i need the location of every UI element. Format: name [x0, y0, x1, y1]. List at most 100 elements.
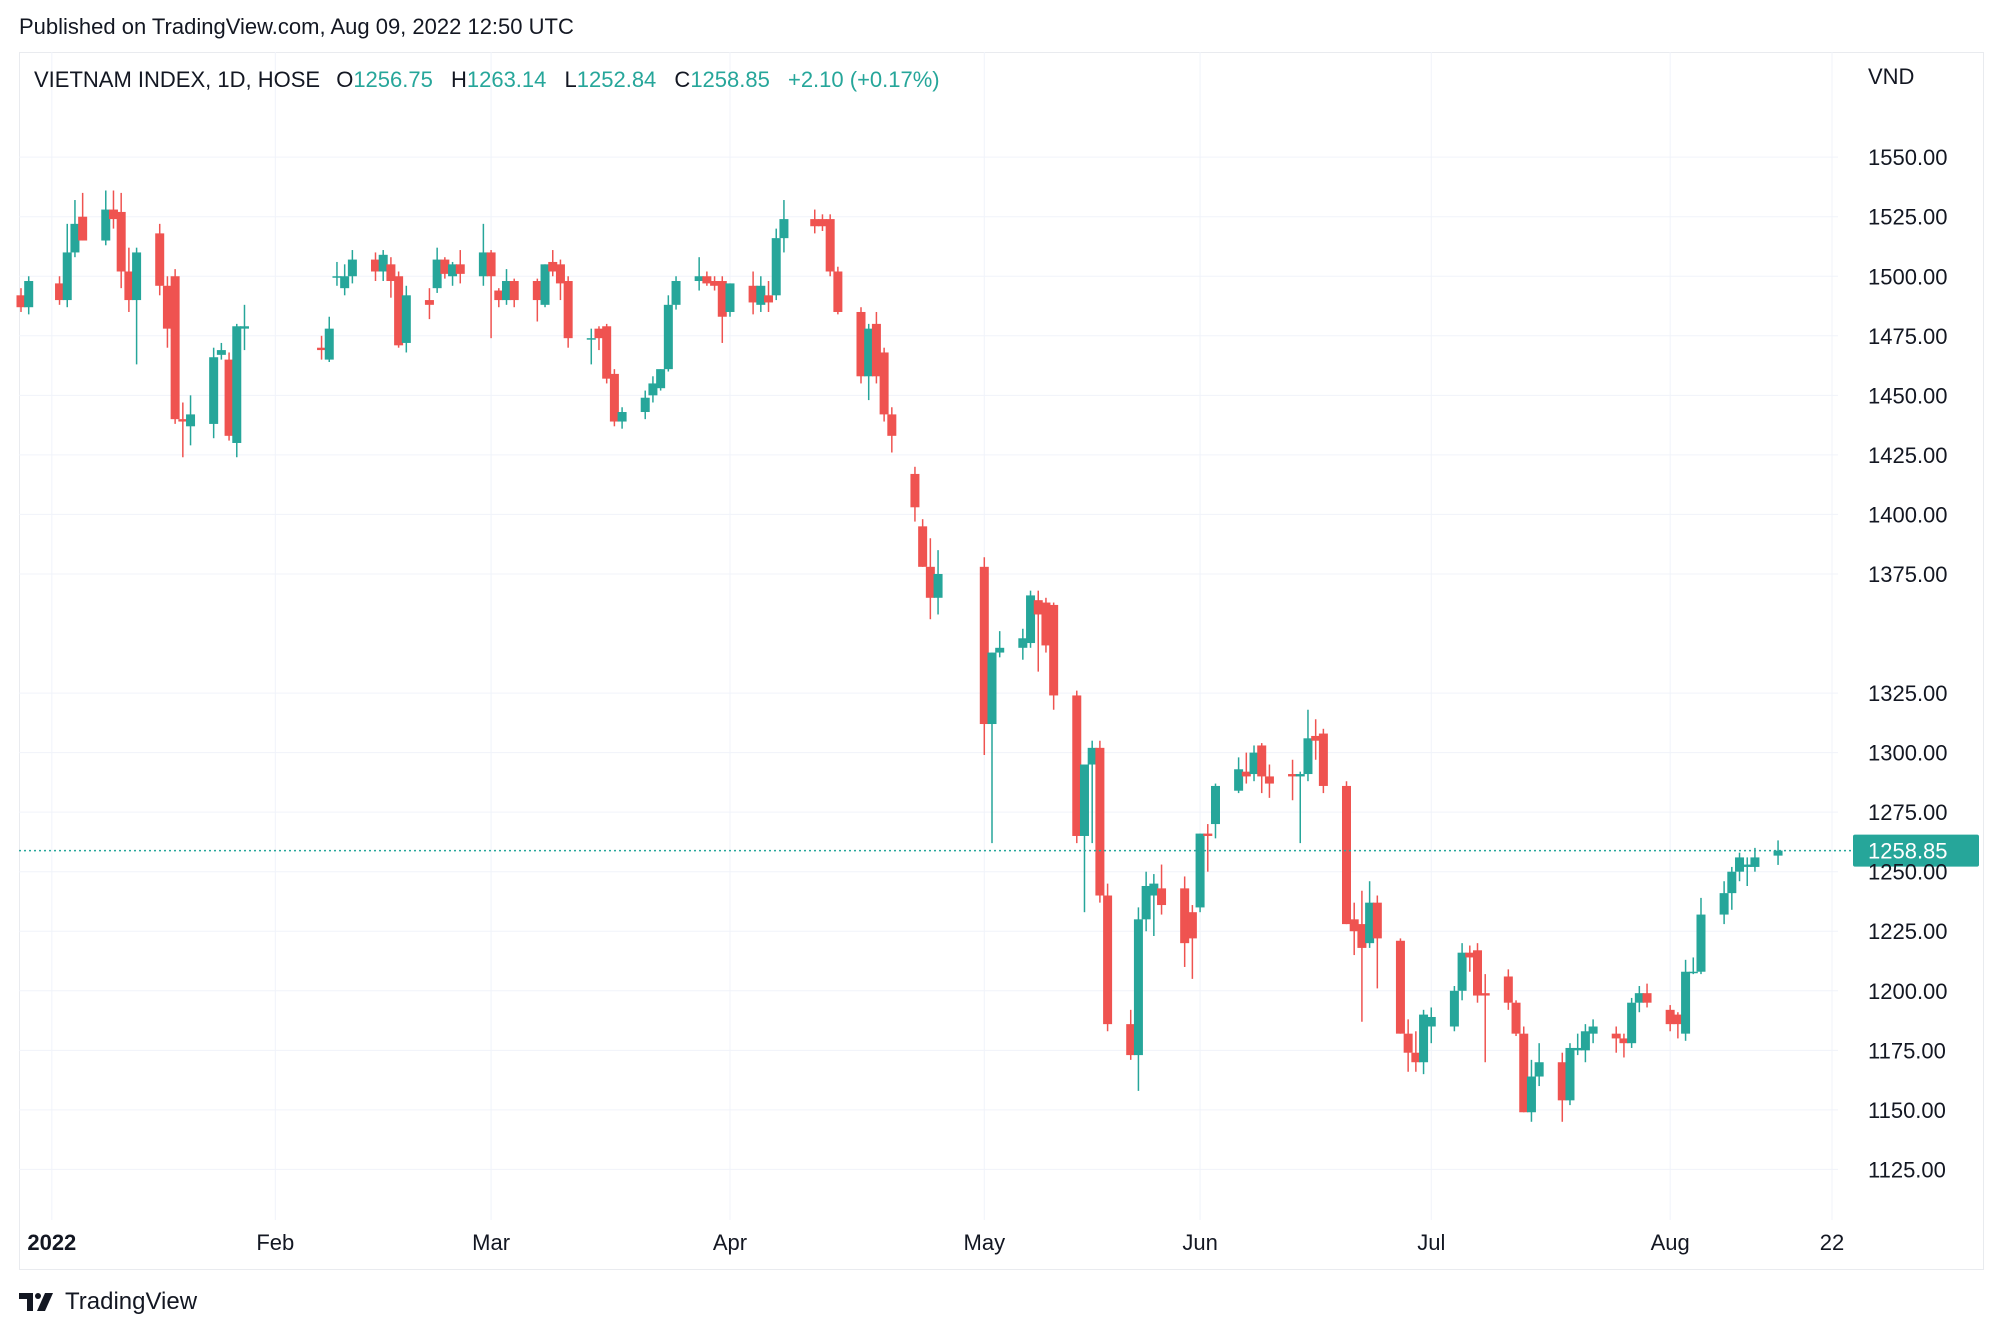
candle-body: [594, 328, 604, 339]
candle-body: [810, 219, 820, 227]
candle-body: [1696, 914, 1706, 972]
candle-body: [1095, 747, 1105, 896]
candle-body: [710, 281, 720, 286]
candle-body: [1503, 976, 1513, 1003]
candle-body: [108, 209, 118, 220]
candle-body: [1234, 769, 1244, 791]
candle-body: [332, 276, 342, 278]
price-tick-label: 1425.00: [1868, 443, 1948, 468]
candle-body: [532, 281, 542, 301]
candle-body: [748, 285, 758, 303]
candle-body: [1365, 902, 1375, 944]
candle-body: [1634, 993, 1644, 1003]
candle-body: [1465, 952, 1475, 958]
candle-body: [1195, 833, 1205, 908]
candle-body: [448, 264, 458, 277]
candle-body: [1526, 1076, 1536, 1113]
candle-body: [370, 259, 380, 272]
candle-body: [1149, 883, 1159, 896]
candle-body: [78, 216, 88, 241]
candle-body: [995, 647, 1005, 653]
candle-body: [386, 264, 396, 282]
candle-body: [1473, 950, 1483, 996]
candle-body: [918, 526, 928, 567]
candle-body: [1750, 857, 1760, 867]
candle-body: [1026, 595, 1036, 644]
candle-body: [224, 359, 234, 436]
price-axis: 1125.00 1150.00 1175.00 1200.00 1225.00 1250.…: [1868, 64, 1948, 1182]
candle-body: [70, 223, 80, 253]
candle-body: [455, 264, 465, 274]
candle-body: [1341, 785, 1351, 925]
candle-body: [586, 338, 596, 340]
candle-body: [925, 566, 935, 598]
time-tick-label: Jun: [1182, 1230, 1217, 1255]
candle-body: [663, 304, 673, 370]
candle-body: [509, 281, 519, 301]
candle-body: [1180, 888, 1190, 944]
price-tick-label: 1400.00: [1868, 502, 1948, 527]
candle-body: [1372, 902, 1382, 939]
candle-body: [1411, 1052, 1421, 1063]
candle-body: [1665, 1009, 1675, 1025]
candle-body: [979, 566, 989, 725]
candle-body: [1588, 1026, 1598, 1034]
candle-body: [933, 573, 943, 598]
candle-body: [1249, 752, 1259, 775]
low-value: 1252.84: [576, 67, 657, 92]
candle-body: [725, 283, 735, 312]
candle-body: [486, 252, 496, 277]
candle-body: [1419, 1014, 1429, 1063]
tradingview-logo-icon[interactable]: [19, 1291, 57, 1313]
candle-body: [656, 369, 666, 389]
price-tick-label: 1225.00: [1868, 919, 1948, 944]
candle-body: [155, 233, 165, 286]
candle-body: [55, 283, 65, 301]
candle-body: [756, 285, 766, 305]
candle-body: [186, 414, 196, 427]
candle-body: [817, 219, 827, 227]
price-tick-label: 1325.00: [1868, 681, 1948, 706]
candle-body: [871, 323, 881, 377]
candle-body: [764, 295, 774, 303]
candle-body: [340, 276, 350, 289]
low-label: L: [564, 67, 577, 92]
candle-body: [563, 281, 573, 339]
candle-body: [170, 276, 180, 420]
candle-body: [702, 276, 712, 284]
candle-body: [1642, 993, 1652, 1003]
candle-body: [548, 261, 558, 272]
candle-body: [178, 419, 188, 422]
price-tick-label: 1300.00: [1868, 741, 1948, 766]
tradingview-brand[interactable]: TradingView: [65, 1288, 198, 1315]
candle-body: [1079, 764, 1089, 836]
candle-body: [1126, 1024, 1136, 1056]
candle-body: [1480, 993, 1490, 996]
candle-body: [1565, 1047, 1575, 1101]
candle-body: [640, 397, 650, 413]
candle-body: [239, 326, 249, 329]
candle-body: [1318, 733, 1328, 786]
time-tick-label: Mar: [472, 1230, 510, 1255]
candle-body: [502, 281, 512, 301]
candle-body: [440, 259, 450, 274]
currency-label: VND: [1868, 64, 1914, 89]
candle-body: [1041, 602, 1051, 646]
candle-body: [1449, 990, 1459, 1027]
candle-body: [540, 264, 550, 305]
close-value: 1258.85: [690, 67, 770, 92]
time-tick-label: Feb: [256, 1230, 294, 1255]
symbol-label[interactable]: VIETNAM INDEX, 1D, HOSE: [34, 67, 321, 92]
last-price-line: 1258.85: [19, 834, 1979, 867]
candle-body: [124, 271, 134, 301]
candle-body: [833, 271, 843, 312]
candle-body: [1619, 1038, 1629, 1044]
candle-body: [694, 276, 704, 282]
time-tick-label: 2022: [27, 1230, 76, 1255]
candle-body: [1141, 885, 1151, 920]
time-tick-label: 22: [1820, 1230, 1844, 1255]
open-value: 1256.75: [353, 67, 433, 92]
candle-body: [1288, 774, 1298, 777]
grid-lines: [19, 52, 1838, 1220]
